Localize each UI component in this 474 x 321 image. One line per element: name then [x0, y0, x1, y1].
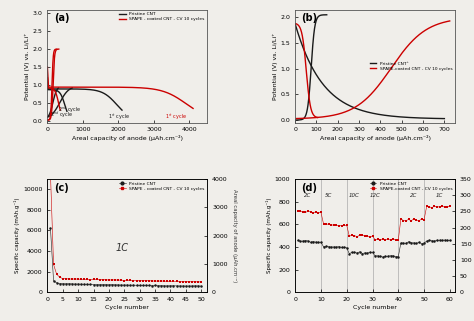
Legend: Pristine CNT, SPAPE-coated CNT - CV 10 cycles: Pristine CNT, SPAPE-coated CNT - CV 10 c…: [369, 181, 453, 191]
Text: (a): (a): [54, 13, 69, 23]
Y-axis label: Potential (V) vs. Li/Li⁺: Potential (V) vs. Li/Li⁺: [273, 32, 278, 100]
Text: 2C: 2C: [410, 193, 418, 198]
Text: (d): (d): [301, 183, 318, 193]
Legend: Pristine CNT, SPAPE - coated CNT - CV 10 cycles: Pristine CNT, SPAPE - coated CNT - CV 10…: [118, 12, 205, 22]
Legend: Pristine CNT⁺, SPAPE-coated CNT - CV 10 cycles: Pristine CNT⁺, SPAPE-coated CNT - CV 10 …: [369, 61, 453, 71]
X-axis label: Areal capacity of anode (μAh.cm⁻²): Areal capacity of anode (μAh.cm⁻²): [319, 135, 430, 141]
X-axis label: Cycle number: Cycle number: [353, 305, 397, 310]
Y-axis label: Specific capacity (mAh.g⁻¹): Specific capacity (mAh.g⁻¹): [266, 198, 272, 273]
Text: 1$^{st}$ cycle: 1$^{st}$ cycle: [164, 112, 187, 122]
X-axis label: Areal capacity of anode (μAh.cm⁻²): Areal capacity of anode (μAh.cm⁻²): [72, 135, 183, 141]
Text: 1$^{st}$ cycle: 1$^{st}$ cycle: [108, 112, 130, 122]
Y-axis label: Areal capacity of anode (μAh.cm⁻²): Areal capacity of anode (μAh.cm⁻²): [232, 189, 237, 282]
Y-axis label: Potential (V) vs. Li/Li⁺: Potential (V) vs. Li/Li⁺: [25, 32, 30, 100]
Text: 2$^{nd}$ cycle: 2$^{nd}$ cycle: [58, 105, 82, 115]
Text: 10C: 10C: [349, 193, 360, 198]
Text: 12C: 12C: [370, 193, 381, 198]
Text: (c): (c): [54, 183, 69, 193]
Text: 1C: 1C: [115, 243, 128, 253]
Text: 2C: 2C: [304, 193, 312, 198]
Text: 1C: 1C: [436, 193, 443, 198]
Y-axis label: Specific capacity (mAh.g⁻¹): Specific capacity (mAh.g⁻¹): [14, 198, 20, 273]
Text: (b): (b): [301, 13, 318, 23]
Text: 2$^{nd}$ cycle: 2$^{nd}$ cycle: [49, 110, 73, 120]
X-axis label: Cycle number: Cycle number: [105, 305, 149, 310]
Text: 5C: 5C: [325, 193, 332, 198]
Legend: Pristine CNT, SPAPE - coated CNT - CV 10 cycles: Pristine CNT, SPAPE - coated CNT - CV 10…: [118, 181, 205, 191]
